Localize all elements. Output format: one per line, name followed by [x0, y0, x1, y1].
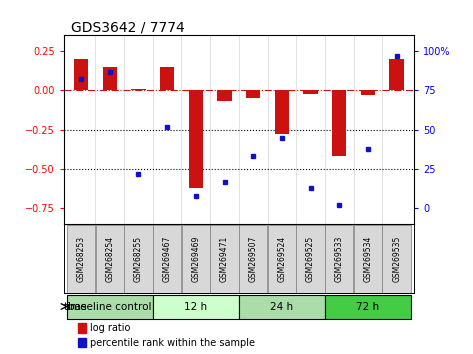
Bar — [74, 59, 88, 90]
FancyBboxPatch shape — [383, 225, 411, 293]
FancyBboxPatch shape — [239, 295, 325, 319]
Text: time: time — [64, 302, 88, 312]
Text: 12 h: 12 h — [184, 302, 207, 312]
Text: 24 h: 24 h — [271, 302, 293, 312]
FancyBboxPatch shape — [297, 225, 325, 293]
Bar — [189, 90, 203, 188]
Bar — [332, 90, 346, 156]
FancyBboxPatch shape — [182, 225, 210, 293]
FancyBboxPatch shape — [153, 225, 181, 293]
Bar — [78, 338, 86, 348]
Bar — [78, 323, 86, 333]
Text: log ratio: log ratio — [90, 323, 131, 333]
Bar — [389, 59, 404, 90]
Text: GSM269525: GSM269525 — [306, 235, 315, 282]
Text: GSM268254: GSM268254 — [105, 236, 114, 282]
FancyBboxPatch shape — [67, 225, 95, 293]
FancyBboxPatch shape — [354, 225, 382, 293]
FancyBboxPatch shape — [239, 225, 267, 293]
Text: baseline control: baseline control — [68, 302, 151, 312]
Bar — [303, 90, 318, 93]
Text: GSM269507: GSM269507 — [249, 235, 258, 282]
Text: GSM268255: GSM268255 — [134, 236, 143, 282]
FancyBboxPatch shape — [96, 225, 124, 293]
Text: GSM269467: GSM269467 — [163, 235, 172, 282]
Bar — [361, 90, 375, 95]
Bar — [275, 90, 289, 135]
Text: percentile rank within the sample: percentile rank within the sample — [90, 338, 255, 348]
FancyBboxPatch shape — [325, 225, 353, 293]
Text: GSM269533: GSM269533 — [335, 235, 344, 282]
FancyBboxPatch shape — [268, 225, 296, 293]
Text: GSM269524: GSM269524 — [277, 235, 286, 282]
Text: 72 h: 72 h — [357, 302, 379, 312]
FancyBboxPatch shape — [124, 225, 153, 293]
Bar — [160, 67, 175, 90]
Bar — [131, 89, 146, 90]
Text: GSM269469: GSM269469 — [192, 235, 201, 282]
FancyBboxPatch shape — [67, 295, 153, 319]
FancyBboxPatch shape — [325, 295, 411, 319]
Bar — [103, 67, 117, 90]
Bar — [218, 90, 232, 101]
FancyBboxPatch shape — [153, 295, 239, 319]
Text: GSM268253: GSM268253 — [77, 236, 86, 282]
FancyBboxPatch shape — [210, 225, 239, 293]
Text: GSM269534: GSM269534 — [363, 235, 372, 282]
Bar — [246, 90, 260, 98]
Text: GSM269471: GSM269471 — [220, 235, 229, 282]
Text: GDS3642 / 7774: GDS3642 / 7774 — [71, 20, 184, 34]
Text: GSM269535: GSM269535 — [392, 235, 401, 282]
